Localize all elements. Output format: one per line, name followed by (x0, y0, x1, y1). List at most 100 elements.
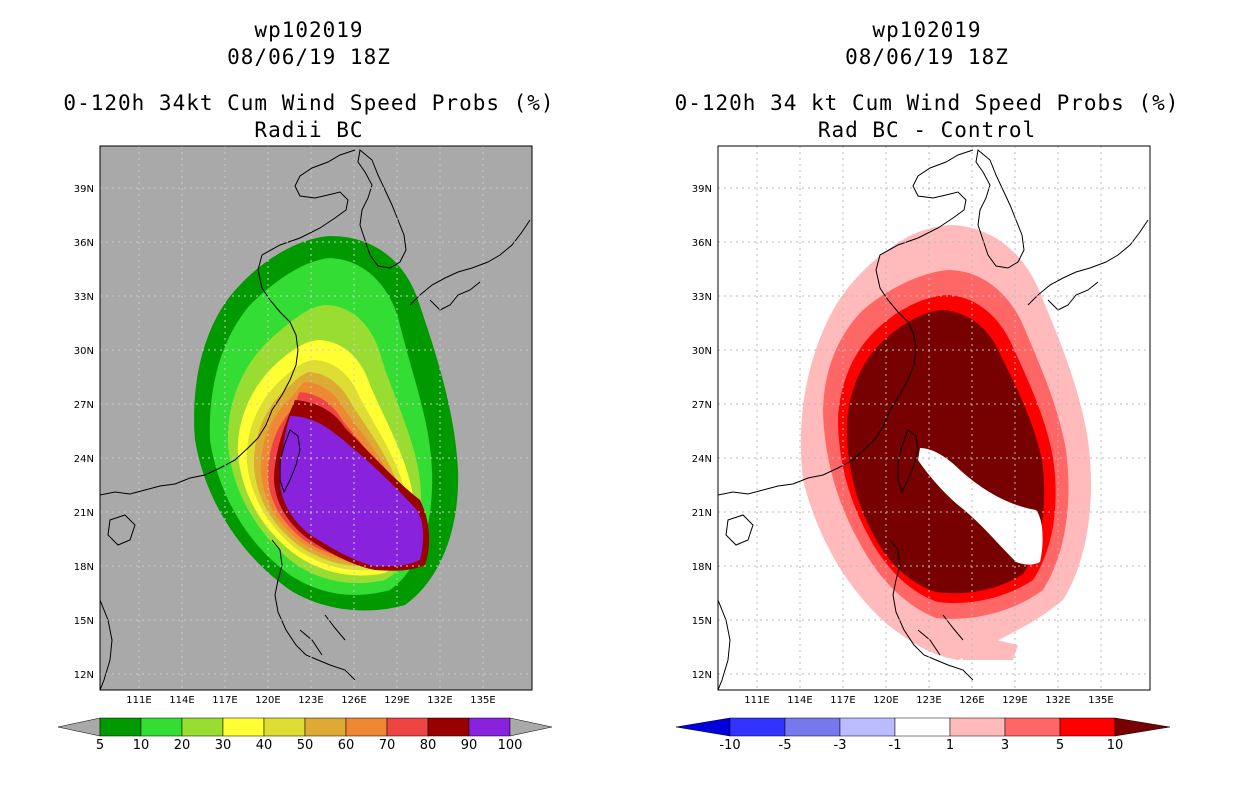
colorbar-label: 40 (256, 738, 273, 753)
right-storm-id: wp102019 (872, 18, 982, 42)
right-colorbar (675, 717, 1171, 737)
prob-100-contour (286, 422, 422, 563)
colorbar-label: 100 (498, 738, 523, 753)
lon-label: 129E (1002, 695, 1027, 706)
colorbar-cell (894, 717, 951, 737)
colorbar-label: 80 (420, 738, 437, 753)
lat-label: 18N (692, 562, 712, 573)
left-map: 111E 114E 117E 120E 123E 126E 129E 132E … (57, 145, 553, 753)
lat-label: 27N (692, 400, 712, 411)
left-colorbar (57, 717, 553, 737)
lat-label: 36N (692, 238, 712, 249)
lat-label: 30N (692, 346, 712, 357)
left-lon-labels: 111E 114E 117E 120E 123E 126E 129E 132E … (126, 695, 495, 706)
colorbar-cell (386, 717, 429, 737)
lat-label: 12N (692, 670, 712, 681)
china-coastline (100, 149, 356, 496)
colorbar-label: -3 (834, 738, 847, 753)
colorbar-cell (784, 717, 841, 737)
japan-coastline (409, 219, 531, 311)
lon-label: 132E (1045, 695, 1070, 706)
left-storm-id: wp102019 (254, 18, 364, 42)
diff-white-core (918, 448, 1043, 565)
colorbar-cell (839, 717, 896, 737)
taiwan-coastline (279, 429, 301, 494)
right-colorbar-labels: -10 -5 -3 -1 1 3 5 10 (719, 738, 1123, 753)
colorbar-cell (99, 717, 142, 737)
lon-label: 111E (126, 695, 151, 706)
right-difference-shading (800, 225, 1091, 660)
lon-label: 114E (787, 695, 812, 706)
lon-label: 111E (744, 695, 769, 706)
colorbar-high-arrow (509, 717, 553, 737)
colorbar-cell (468, 717, 511, 737)
lat-label: 21N (74, 508, 94, 519)
vietnam-coastline (100, 599, 113, 690)
lon-label: 117E (212, 695, 237, 706)
right-datetime: 08/06/19 18Z (845, 45, 1009, 69)
lon-label: 123E (298, 695, 323, 706)
philippines-coastline (271, 539, 356, 681)
colorbar-label: -1 (889, 738, 902, 753)
lon-label: 126E (341, 695, 366, 706)
korea-coastline (357, 149, 407, 269)
right-panel: wp102019 08/06/19 18Z 0-120h 34 kt Cum W… (618, 0, 1236, 800)
vietnam-coastline (718, 599, 731, 690)
right-coastlines (718, 149, 1149, 690)
right-map: 111E 114E 117E 120E 123E 126E 129E 132E … (675, 145, 1171, 753)
lat-label: 33N (692, 292, 712, 303)
colorbar-cell (181, 717, 224, 737)
korea-coastline (975, 149, 1025, 269)
left-coastlines (100, 149, 531, 690)
left-datetime: 08/06/19 18Z (227, 45, 391, 69)
colorbar-label: 3 (1001, 738, 1009, 753)
right-lat-labels: 12N 15N 18N 21N 24N 27N 30N 33N 36N 39N (692, 184, 712, 681)
colorbar-label: 5 (96, 738, 104, 753)
colorbar-cell (1059, 717, 1116, 737)
lat-label: 15N (74, 616, 94, 627)
colorbar-cell (304, 717, 347, 737)
colorbar-cell (1004, 717, 1061, 737)
lon-label: 120E (255, 695, 280, 706)
lon-label: 135E (470, 695, 495, 706)
colorbar-label: 5 (1056, 738, 1064, 753)
lat-label: 18N (74, 562, 94, 573)
hainan-coastline (107, 514, 136, 546)
left-gridlines (100, 146, 532, 690)
left-map-frame (99, 145, 533, 691)
lat-label: 27N (74, 400, 94, 411)
colorbar-low-arrow (675, 717, 731, 737)
lat-label: 39N (74, 184, 94, 195)
china-coastline (718, 149, 974, 496)
lon-label: 117E (830, 695, 855, 706)
lat-label: 21N (692, 508, 712, 519)
colorbar-label: 10 (133, 738, 150, 753)
lon-label: 132E (427, 695, 452, 706)
hainan-coastline (725, 514, 754, 546)
colorbar-cell (263, 717, 306, 737)
colorbar-label: -5 (779, 738, 792, 753)
lon-label: 126E (959, 695, 984, 706)
lat-label: 15N (692, 616, 712, 627)
taiwan-coastline (897, 429, 919, 494)
colorbar-label: 70 (379, 738, 396, 753)
right-subtitle: Rad BC - Control (817, 118, 1037, 142)
philippines-coastline (889, 539, 974, 681)
colorbar-cell (222, 717, 265, 737)
lat-label: 24N (692, 454, 712, 465)
diff-1-south-lobe (953, 630, 1018, 660)
colorbar-cell (140, 717, 183, 737)
colorbar-label: 20 (174, 738, 191, 753)
lon-label: 114E (169, 695, 194, 706)
colorbar-cell (345, 717, 388, 737)
colorbar-label: 90 (461, 738, 478, 753)
lon-label: 123E (916, 695, 941, 706)
colorbar-label: 60 (338, 738, 355, 753)
colorbar-label: 50 (297, 738, 314, 753)
colorbar-label: 1 (946, 738, 954, 753)
lat-label: 12N (74, 670, 94, 681)
colorbar-high-arrow (1114, 717, 1171, 737)
right-lon-labels: 111E 114E 117E 120E 123E 126E 129E 132E … (744, 695, 1113, 706)
lat-label: 39N (692, 184, 712, 195)
colorbar-low-arrow (57, 717, 101, 737)
